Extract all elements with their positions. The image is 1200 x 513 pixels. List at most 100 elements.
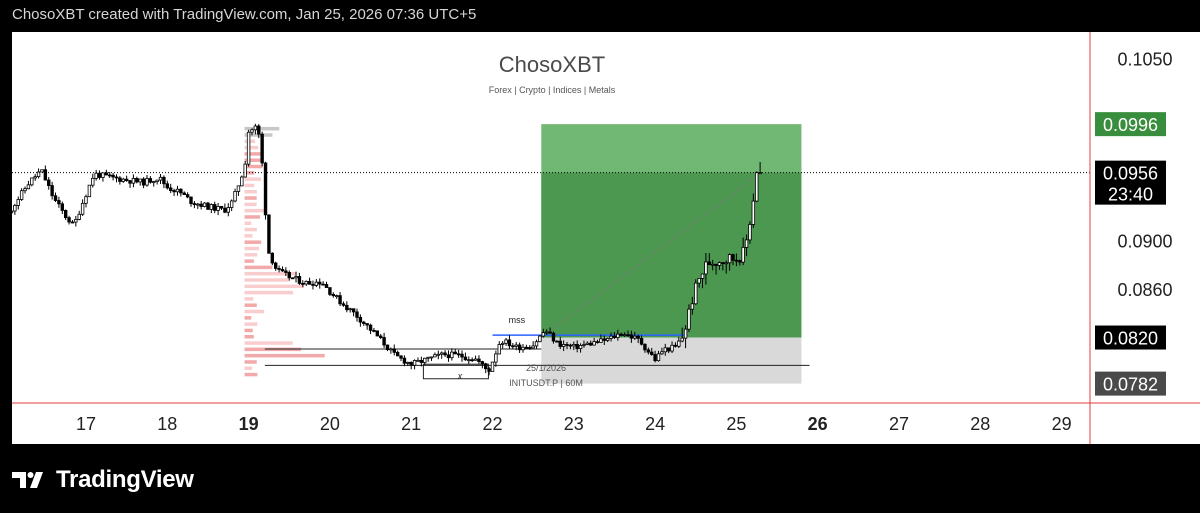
- time-axis[interactable]: 17 18 19 20 21 22 23 24 25 26 27 28 29: [76, 414, 1072, 434]
- candle: [60, 201, 64, 214]
- candle: [53, 192, 58, 202]
- price-tag-bg: [1095, 371, 1166, 396]
- x-tick-label: 25: [726, 414, 746, 434]
- candle: [80, 199, 85, 216]
- candle-body: [433, 354, 437, 358]
- candle: [155, 179, 159, 185]
- candle-body: [155, 179, 159, 182]
- candle-body: [656, 353, 661, 362]
- candle-body: [135, 178, 139, 183]
- candle: [412, 359, 417, 370]
- candle: [368, 323, 373, 335]
- candle-body: [426, 356, 430, 359]
- candle: [487, 366, 491, 376]
- candle: [497, 341, 501, 355]
- price-tag[interactable]: 0.0820: [1095, 325, 1166, 350]
- candle-body: [528, 347, 532, 349]
- candle: [433, 352, 437, 358]
- candle: [74, 215, 78, 227]
- volume-profile-bar: [244, 164, 263, 169]
- x-tick-label: 17: [76, 414, 96, 434]
- candle: [209, 203, 214, 213]
- candle-body: [724, 262, 728, 265]
- candle: [504, 337, 508, 346]
- candle-body: [253, 125, 258, 131]
- price-tag-label: 0.0956: [1103, 164, 1158, 184]
- chart-caption: ChosoXBT created with TradingView.com, J…: [12, 6, 477, 23]
- candle-body: [568, 344, 573, 347]
- candle: [541, 328, 546, 338]
- candle-body: [368, 324, 373, 331]
- candlestick-series: [12, 123, 762, 376]
- candle-body: [666, 347, 671, 352]
- volume-profile-bar: [244, 240, 262, 244]
- candle-body: [118, 177, 122, 182]
- candle: [589, 340, 593, 347]
- candle-body: [439, 352, 444, 355]
- candle: [63, 209, 68, 221]
- candle-body: [260, 133, 264, 164]
- volume-profile-bar: [244, 265, 273, 270]
- candle: [528, 345, 532, 350]
- candle: [118, 176, 122, 185]
- volume-profile-bar: [244, 177, 261, 181]
- candle-body: [185, 194, 190, 198]
- candle: [23, 186, 27, 194]
- candle-body: [192, 203, 197, 205]
- candle-body: [124, 178, 129, 181]
- range-box[interactable]: [422, 363, 489, 380]
- candle: [47, 176, 51, 190]
- volume-profile-bar: [244, 259, 254, 263]
- volume-profile-bar: [244, 271, 297, 276]
- candle-body: [141, 178, 146, 186]
- candle-body: [287, 272, 291, 279]
- candle-body: [504, 339, 508, 344]
- candle-body: [585, 342, 590, 345]
- price-chart[interactable]: ChosoXBT Forex | Crypto | Indices | Meta…: [12, 32, 1200, 444]
- candle-body: [551, 332, 556, 342]
- candle: [710, 259, 715, 271]
- candle: [450, 348, 454, 361]
- price-tag[interactable]: 0.0996: [1095, 112, 1166, 137]
- candle-body: [57, 200, 61, 205]
- candle: [301, 280, 305, 288]
- candle: [33, 174, 37, 181]
- candle: [758, 161, 762, 175]
- candle: [226, 203, 230, 217]
- candle-body: [67, 217, 71, 223]
- candle-body: [548, 331, 552, 334]
- countdown-label: 23:40: [1108, 185, 1153, 205]
- drawn-levels[interactable]: [264, 172, 810, 380]
- price-tag-bg: [1095, 112, 1166, 137]
- footer-brand: TradingView: [12, 465, 194, 495]
- candle-body: [250, 129, 254, 133]
- candle: [551, 331, 556, 344]
- candle-body: [572, 343, 576, 347]
- candle: [216, 202, 220, 216]
- candle: [334, 294, 339, 299]
- candle-body: [206, 202, 210, 210]
- candle-body: [74, 219, 78, 223]
- candle-body: [172, 190, 176, 193]
- candle-body: [494, 353, 498, 363]
- candle-body: [694, 282, 698, 305]
- candle: [307, 277, 312, 285]
- candle: [372, 327, 376, 333]
- candle-body: [592, 341, 596, 346]
- candle: [111, 173, 115, 181]
- candle-body: [70, 221, 75, 224]
- candle: [280, 266, 285, 272]
- candle: [382, 332, 386, 348]
- candle: [328, 287, 332, 297]
- candle-body: [721, 262, 725, 264]
- chart-panel[interactable]: ChosoXBT Forex | Crypto | Indices | Meta…: [12, 32, 1200, 444]
- candle-body: [246, 131, 251, 165]
- candle: [480, 360, 485, 369]
- volume-profile: [244, 126, 325, 377]
- volume-profile-bar: [244, 341, 293, 345]
- candle: [473, 355, 478, 361]
- price-tag[interactable]: 0.0782: [1095, 371, 1166, 396]
- candle-body: [219, 206, 224, 209]
